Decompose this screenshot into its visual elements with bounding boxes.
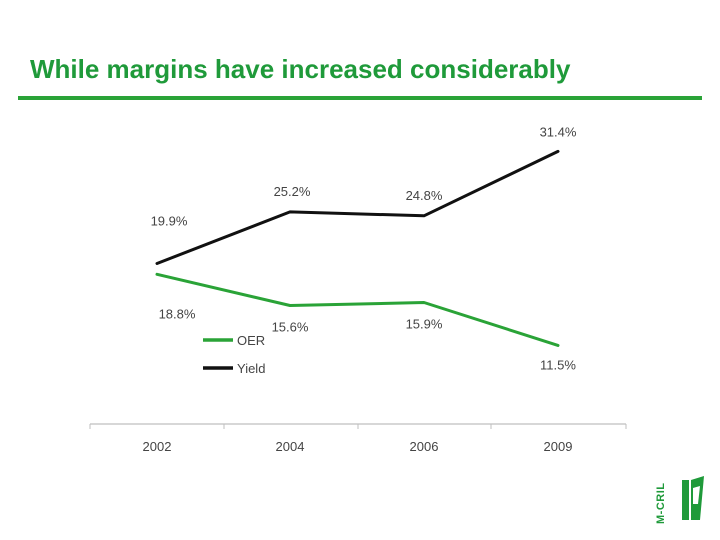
data-label-yield-2004: 25.2% (274, 184, 311, 199)
data-label-oer-2004: 15.6% (272, 319, 309, 334)
data-label-yield-2009: 31.4% (540, 124, 577, 139)
data-label-oer-2006: 15.9% (406, 317, 443, 332)
data-label-oer-2009: 11.5% (540, 357, 576, 372)
page-title: While margins have increased considerabl… (30, 54, 571, 84)
data-label-oer-2002: 18.8% (159, 306, 196, 321)
data-label-yield-2002: 19.9% (151, 214, 188, 229)
data-label-yield-2006: 24.8% (406, 188, 443, 203)
series-line-oer (155, 272, 560, 347)
series-line-yield (155, 149, 560, 265)
title-divider (18, 96, 702, 100)
mcril-logo (682, 476, 704, 520)
x-tick-label-2002: 2002 (143, 439, 172, 454)
x-tick-label-2004: 2004 (276, 439, 305, 454)
legend-label-yield: Yield (237, 361, 265, 376)
x-tick-label-2009: 2009 (544, 439, 573, 454)
legend-label-oer: OER (237, 333, 265, 348)
x-tick-label-2006: 2006 (410, 439, 439, 454)
